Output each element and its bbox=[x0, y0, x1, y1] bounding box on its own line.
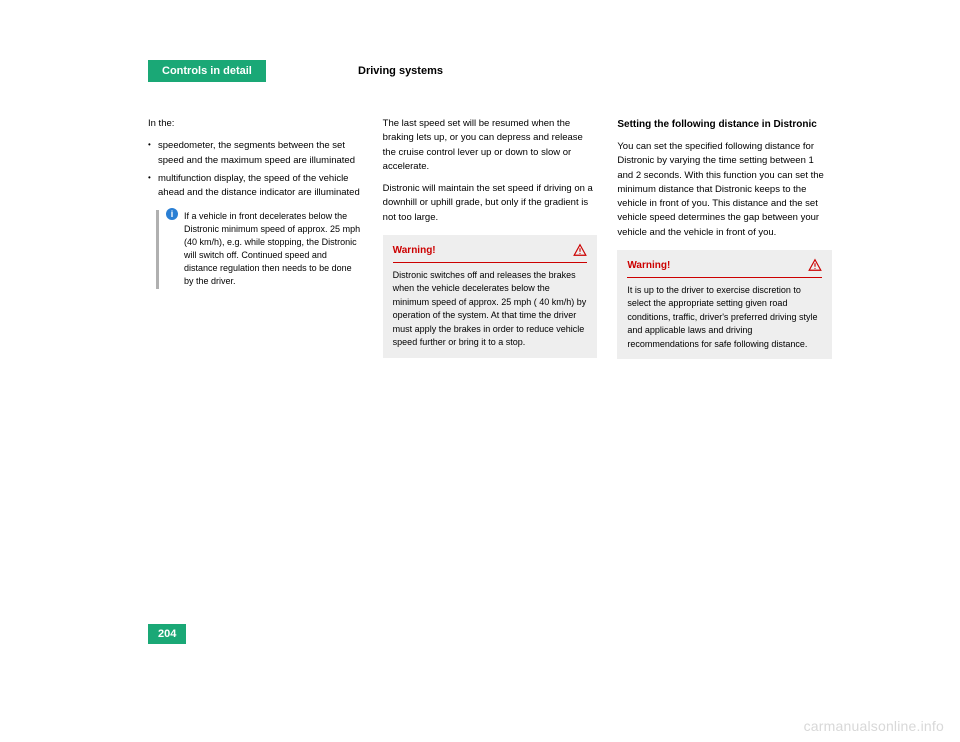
info-note: i If a vehicle in front decelerates belo… bbox=[148, 210, 363, 288]
manual-page: Controls in detail Driving systems In th… bbox=[128, 60, 832, 644]
note-text: If a vehicle in front decelerates below … bbox=[166, 210, 363, 288]
sub-heading: Setting the following distance in Distro… bbox=[617, 117, 832, 132]
body-text: The last speed set will be resumed when … bbox=[383, 117, 598, 174]
warning-box: Warning! Distronic switches off and rele… bbox=[383, 235, 598, 358]
warning-title: Warning! bbox=[627, 258, 670, 273]
warning-icon bbox=[808, 258, 822, 272]
warning-title: Warning! bbox=[393, 243, 436, 258]
body-text: You can set the specified following dist… bbox=[617, 140, 832, 240]
warning-body: Distronic switches off and releases the … bbox=[393, 269, 588, 350]
body-text: Distronic will maintain the set speed if… bbox=[383, 182, 598, 225]
bullet-list: speedometer, the segments between the se… bbox=[148, 139, 363, 200]
section-subtitle: Driving systems bbox=[358, 65, 832, 77]
column-2: The last speed set will be resumed when … bbox=[383, 117, 598, 359]
section-tab: Controls in detail bbox=[148, 60, 266, 82]
warning-icon bbox=[573, 243, 587, 257]
page-number: 204 bbox=[148, 624, 186, 644]
warning-header: Warning! bbox=[627, 258, 822, 278]
intro-text: In the: bbox=[148, 117, 363, 131]
warning-body: It is up to the driver to exercise discr… bbox=[627, 284, 822, 352]
warning-box: Warning! It is up to the driver to exerc… bbox=[617, 250, 832, 360]
content-columns: In the: speedometer, the segments betwee… bbox=[148, 117, 832, 359]
list-item: multifunction display, the speed of the … bbox=[148, 172, 363, 201]
column-3: Setting the following distance in Distro… bbox=[617, 117, 832, 359]
watermark: carmanualsonline.info bbox=[804, 718, 944, 734]
column-1: In the: speedometer, the segments betwee… bbox=[148, 117, 363, 359]
warning-header: Warning! bbox=[393, 243, 588, 263]
list-item: speedometer, the segments between the se… bbox=[148, 139, 363, 168]
note-bar bbox=[156, 210, 159, 288]
